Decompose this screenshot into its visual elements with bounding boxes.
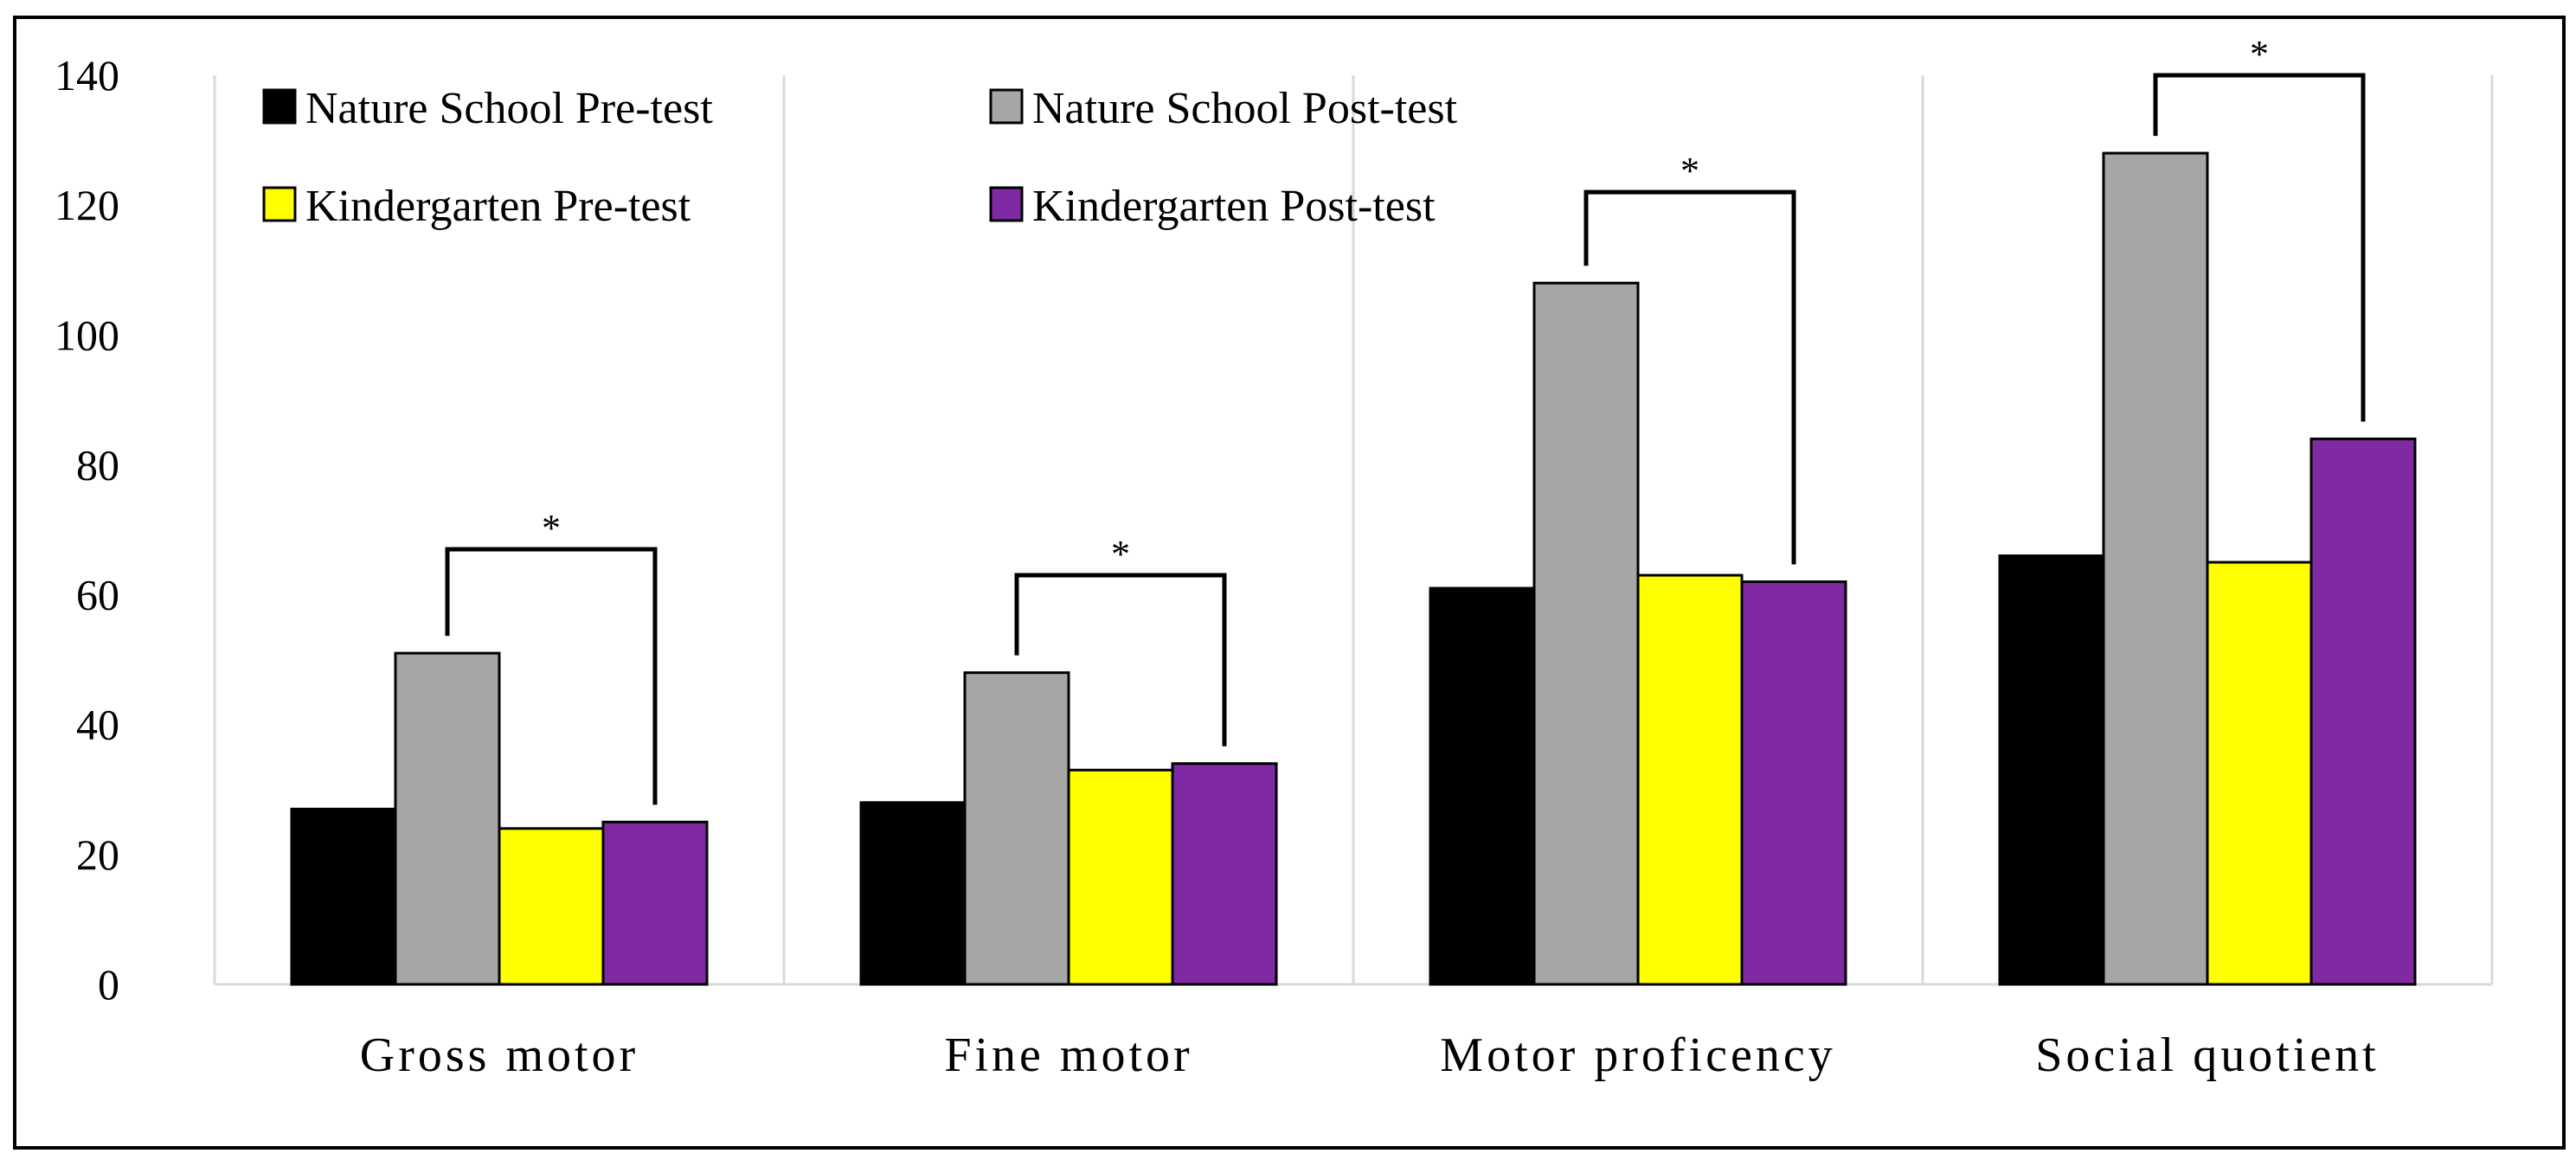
y-tick-label: 40 [76,701,119,749]
bar [2309,437,2417,986]
significance-bracket [1014,573,1227,746]
legend-swatch [989,88,1024,125]
significance-brackets: * * * * [445,33,2366,805]
legend: Nature School Pre-test Nature School Post… [262,84,1458,231]
bar [1740,580,1847,986]
legend-label: Nature School Pre-test [305,84,713,133]
bar [1998,554,2105,986]
bar [859,801,967,986]
legend-label: Kindergarten Pre-test [305,182,691,231]
x-category-label: Fine motor [944,1028,1192,1082]
bar [1636,573,1744,986]
significance-label: * [1111,533,1130,575]
x-category-label: Social quotient [2035,1028,2380,1082]
bar [498,827,605,986]
significance-label: * [1680,150,1699,192]
bar [1067,768,1174,986]
legend-label: Kindergarten Post-test [1032,182,1436,231]
bar [963,671,1070,986]
bar [2206,561,2313,986]
significance-bracket [1584,189,1796,565]
significance-bracket [445,547,658,805]
bar [1532,281,1640,986]
y-tick-label: 80 [76,440,119,489]
significance-label: * [2250,33,2269,75]
x-category-label: Gross motor [360,1028,639,1082]
significance-bracket [2153,73,2366,422]
grid [782,75,2494,984]
legend-label: Nature School Post-test [1032,84,1458,133]
x-category-label: Motor proficency [1440,1028,1835,1082]
significance-label: * [542,507,561,549]
y-tick-label: 60 [76,571,119,619]
axes: 0 20 40 60 80 100 120 140 Gross motor Fine motor M… [55,51,2492,1082]
bar [1429,586,1536,986]
bar [601,820,709,986]
legend-swatch [989,186,1024,222]
bars [290,151,2417,986]
bar [2102,151,2209,986]
y-tick-label: 140 [55,51,119,99]
y-tick-label: 120 [55,181,119,229]
bar [394,651,501,986]
y-tick-label: 20 [76,830,119,879]
legend-swatch [262,186,297,222]
bar [1171,762,1278,986]
legend-swatch [262,88,297,125]
y-tick-label: 100 [55,311,119,359]
bar [290,807,397,986]
y-tick-label: 0 [98,960,119,1009]
